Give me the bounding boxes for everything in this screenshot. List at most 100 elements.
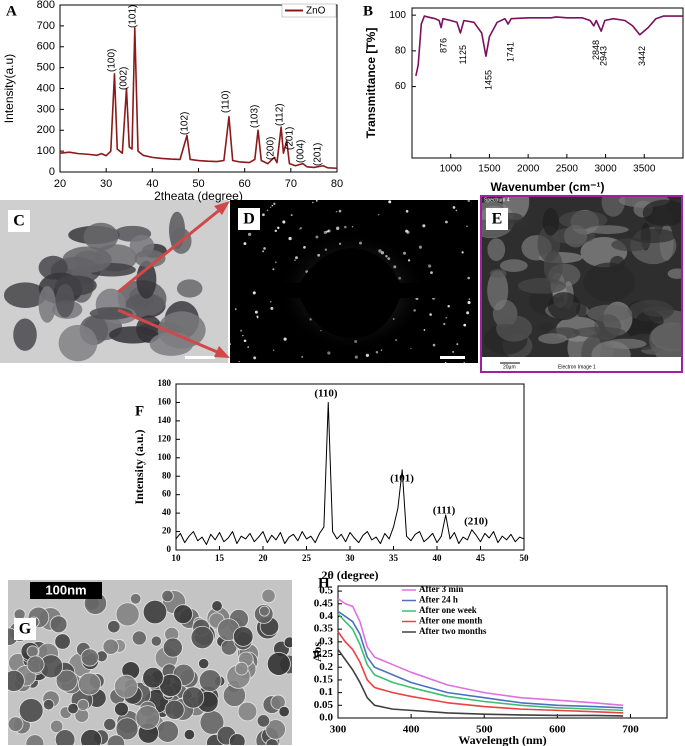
diffraction-spot xyxy=(359,408,361,410)
diffraction-spot xyxy=(257,317,259,319)
diffraction-spot xyxy=(472,378,473,379)
nanoparticle xyxy=(129,593,142,605)
diffraction-spot xyxy=(230,343,231,345)
diffraction-spot xyxy=(478,153,480,155)
nanoparticle xyxy=(103,717,117,731)
nanoparticle xyxy=(25,734,45,745)
diffraction-spot xyxy=(391,453,394,456)
diffraction-spot xyxy=(242,444,244,446)
y-tick-label: 0.4 xyxy=(319,610,333,622)
diffraction-spot xyxy=(507,136,508,137)
nanoparticle xyxy=(77,698,90,711)
diffraction-spot xyxy=(456,343,459,346)
diffraction-spot xyxy=(323,230,327,235)
nanoparticle xyxy=(49,719,64,734)
plot-frame xyxy=(337,585,668,719)
grain xyxy=(667,268,682,279)
nanoparticle xyxy=(106,734,126,745)
diffraction-spot xyxy=(392,165,395,168)
diffraction-spot xyxy=(269,206,272,208)
diffraction-spot xyxy=(544,394,547,397)
diffraction-spot xyxy=(183,406,185,408)
diffraction-spot xyxy=(278,161,281,164)
peak-label: (201) xyxy=(313,143,324,166)
y-tick-label: 0 xyxy=(167,544,172,554)
y-tick-label: 120 xyxy=(158,433,172,443)
diffraction-spot xyxy=(312,201,314,204)
diffraction-spot xyxy=(468,144,471,147)
nanoparticle xyxy=(80,729,102,745)
diffraction-spot xyxy=(327,351,331,355)
grain xyxy=(587,304,633,323)
data-line xyxy=(337,613,624,712)
x-tick-label: 400 xyxy=(403,724,420,736)
y-tick-label: 200 xyxy=(37,124,55,136)
diffraction-spot xyxy=(502,425,505,428)
grain xyxy=(489,269,507,278)
diffraction-spot xyxy=(371,493,373,495)
diffraction-spot xyxy=(482,426,484,428)
diffraction-spot xyxy=(319,74,321,76)
diffraction-spot xyxy=(389,201,391,203)
diffraction-spot xyxy=(273,202,276,205)
diffraction-spot xyxy=(275,261,277,263)
diffraction-spot xyxy=(463,323,467,327)
x-tick-label: 70 xyxy=(285,178,297,190)
diffraction-spot xyxy=(448,382,450,384)
grain xyxy=(547,292,581,321)
diffraction-spot xyxy=(269,300,272,303)
scale-bar xyxy=(185,356,215,359)
diffraction-spot xyxy=(422,224,426,228)
diffraction-spot xyxy=(263,247,266,250)
diffraction-spot xyxy=(441,473,444,476)
diffraction-spot xyxy=(416,484,418,486)
peak-label: 1741 xyxy=(505,42,515,62)
diffraction-spot xyxy=(272,268,275,271)
diffraction-spot xyxy=(435,146,437,148)
x-tick-label: 500 xyxy=(476,724,493,736)
y-tick-label: 800 xyxy=(37,0,55,11)
diffraction-spot xyxy=(349,459,352,462)
nanoparticle xyxy=(42,698,55,711)
diffraction-spot xyxy=(254,310,258,314)
x-tick-label: 50 xyxy=(520,553,530,563)
diffraction-spot xyxy=(405,209,409,213)
diffraction-spot xyxy=(430,86,433,89)
diffraction-spot xyxy=(315,235,319,239)
diffraction-spot xyxy=(277,226,280,230)
diffraction-spot xyxy=(280,100,282,102)
particle xyxy=(134,249,166,268)
diffraction-spot xyxy=(281,179,282,180)
diffraction-spot xyxy=(372,195,374,197)
diffraction-spot xyxy=(433,88,435,90)
x-tick-label: 300 xyxy=(330,724,347,736)
x-tick-label: 20 xyxy=(259,553,269,563)
chart-b: 1000 1500 2000 2500 3000 3500 60 80 100 Wavenumbe… xyxy=(363,3,684,194)
x-tick-label: 3500 xyxy=(633,164,656,175)
diffraction-spot xyxy=(423,139,426,142)
diffraction-spot xyxy=(351,193,353,195)
diffraction-spot xyxy=(463,193,466,196)
diffraction-spot xyxy=(444,128,447,131)
nanoparticle xyxy=(102,638,119,655)
grain xyxy=(586,225,629,234)
diffraction-spot xyxy=(309,401,312,404)
diffraction-spot xyxy=(389,362,391,363)
diffraction-spot xyxy=(247,397,248,398)
nanoparticle xyxy=(283,636,292,649)
x-tick-label: 40 xyxy=(433,553,443,563)
diffraction-spot xyxy=(316,90,319,93)
particle xyxy=(149,332,194,356)
y-tick-label: 0.15 xyxy=(314,673,334,685)
diffraction-spot xyxy=(255,178,256,179)
diffraction-spot xyxy=(298,94,301,97)
diffraction-spot xyxy=(360,422,363,425)
diffraction-spot xyxy=(367,458,370,461)
diffraction-spot xyxy=(273,165,274,166)
diffraction-spot xyxy=(347,479,349,481)
diffraction-spot xyxy=(237,459,239,461)
nanoparticle xyxy=(150,635,162,647)
data-line xyxy=(337,648,624,717)
diffraction-spot xyxy=(443,322,446,326)
x-tick-label: 35 xyxy=(389,553,399,563)
